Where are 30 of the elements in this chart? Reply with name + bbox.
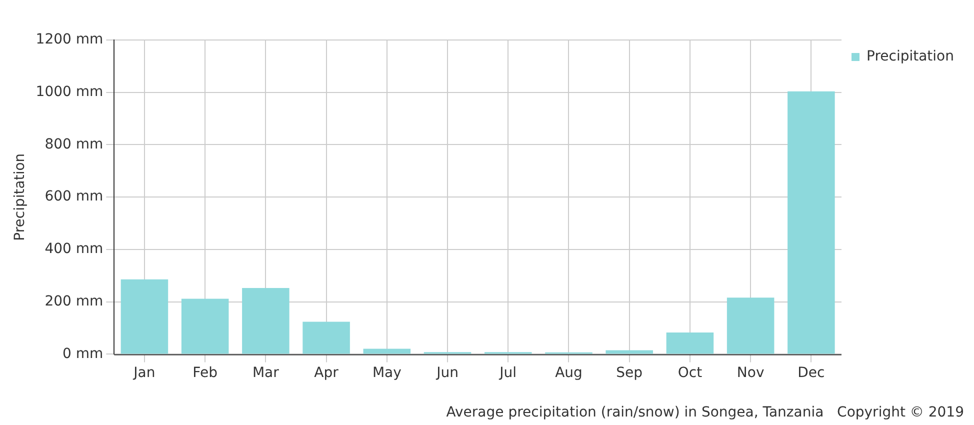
- y-tick-label: 0 mm: [62, 346, 104, 362]
- x-tick-label: Oct: [678, 365, 703, 382]
- bar: [181, 298, 229, 354]
- x-tick-label: Mar: [252, 365, 280, 382]
- x-tick-label: Dec: [798, 365, 825, 382]
- y-tick-label: 1200 mm: [36, 32, 104, 48]
- legend-label: Precipitation: [866, 48, 954, 65]
- y-tick-label: 1000 mm: [36, 84, 104, 100]
- y-tick-label: 200 mm: [44, 293, 104, 310]
- x-tick-label: Jan: [132, 365, 156, 382]
- bar: [363, 348, 411, 354]
- bar: [120, 279, 168, 354]
- y-tick-label: 800 mm: [44, 136, 104, 152]
- bar: [726, 298, 774, 354]
- bar: [242, 288, 290, 354]
- x-tick-label: Feb: [192, 365, 218, 382]
- bar: [302, 322, 350, 354]
- y-tick-label: 600 mm: [44, 188, 104, 205]
- x-tick-label: May: [372, 365, 402, 382]
- bar: [788, 91, 835, 354]
- x-tick-label: Sep: [616, 365, 643, 382]
- x-tick-label: Jun: [436, 365, 458, 382]
- x-tick-label: Jul: [498, 365, 517, 382]
- y-axis-title: Precipitation: [12, 153, 28, 241]
- x-tick-label: Aug: [555, 365, 582, 382]
- bar: [666, 332, 714, 354]
- text: Average precipitation (rain/snow) in Songea, Tanzania Copyright © 2019: [446, 404, 964, 421]
- x-tick-label: Apr: [314, 365, 339, 382]
- y-tick-label: 400 mm: [44, 241, 104, 258]
- x-tick-label: Nov: [736, 365, 764, 382]
